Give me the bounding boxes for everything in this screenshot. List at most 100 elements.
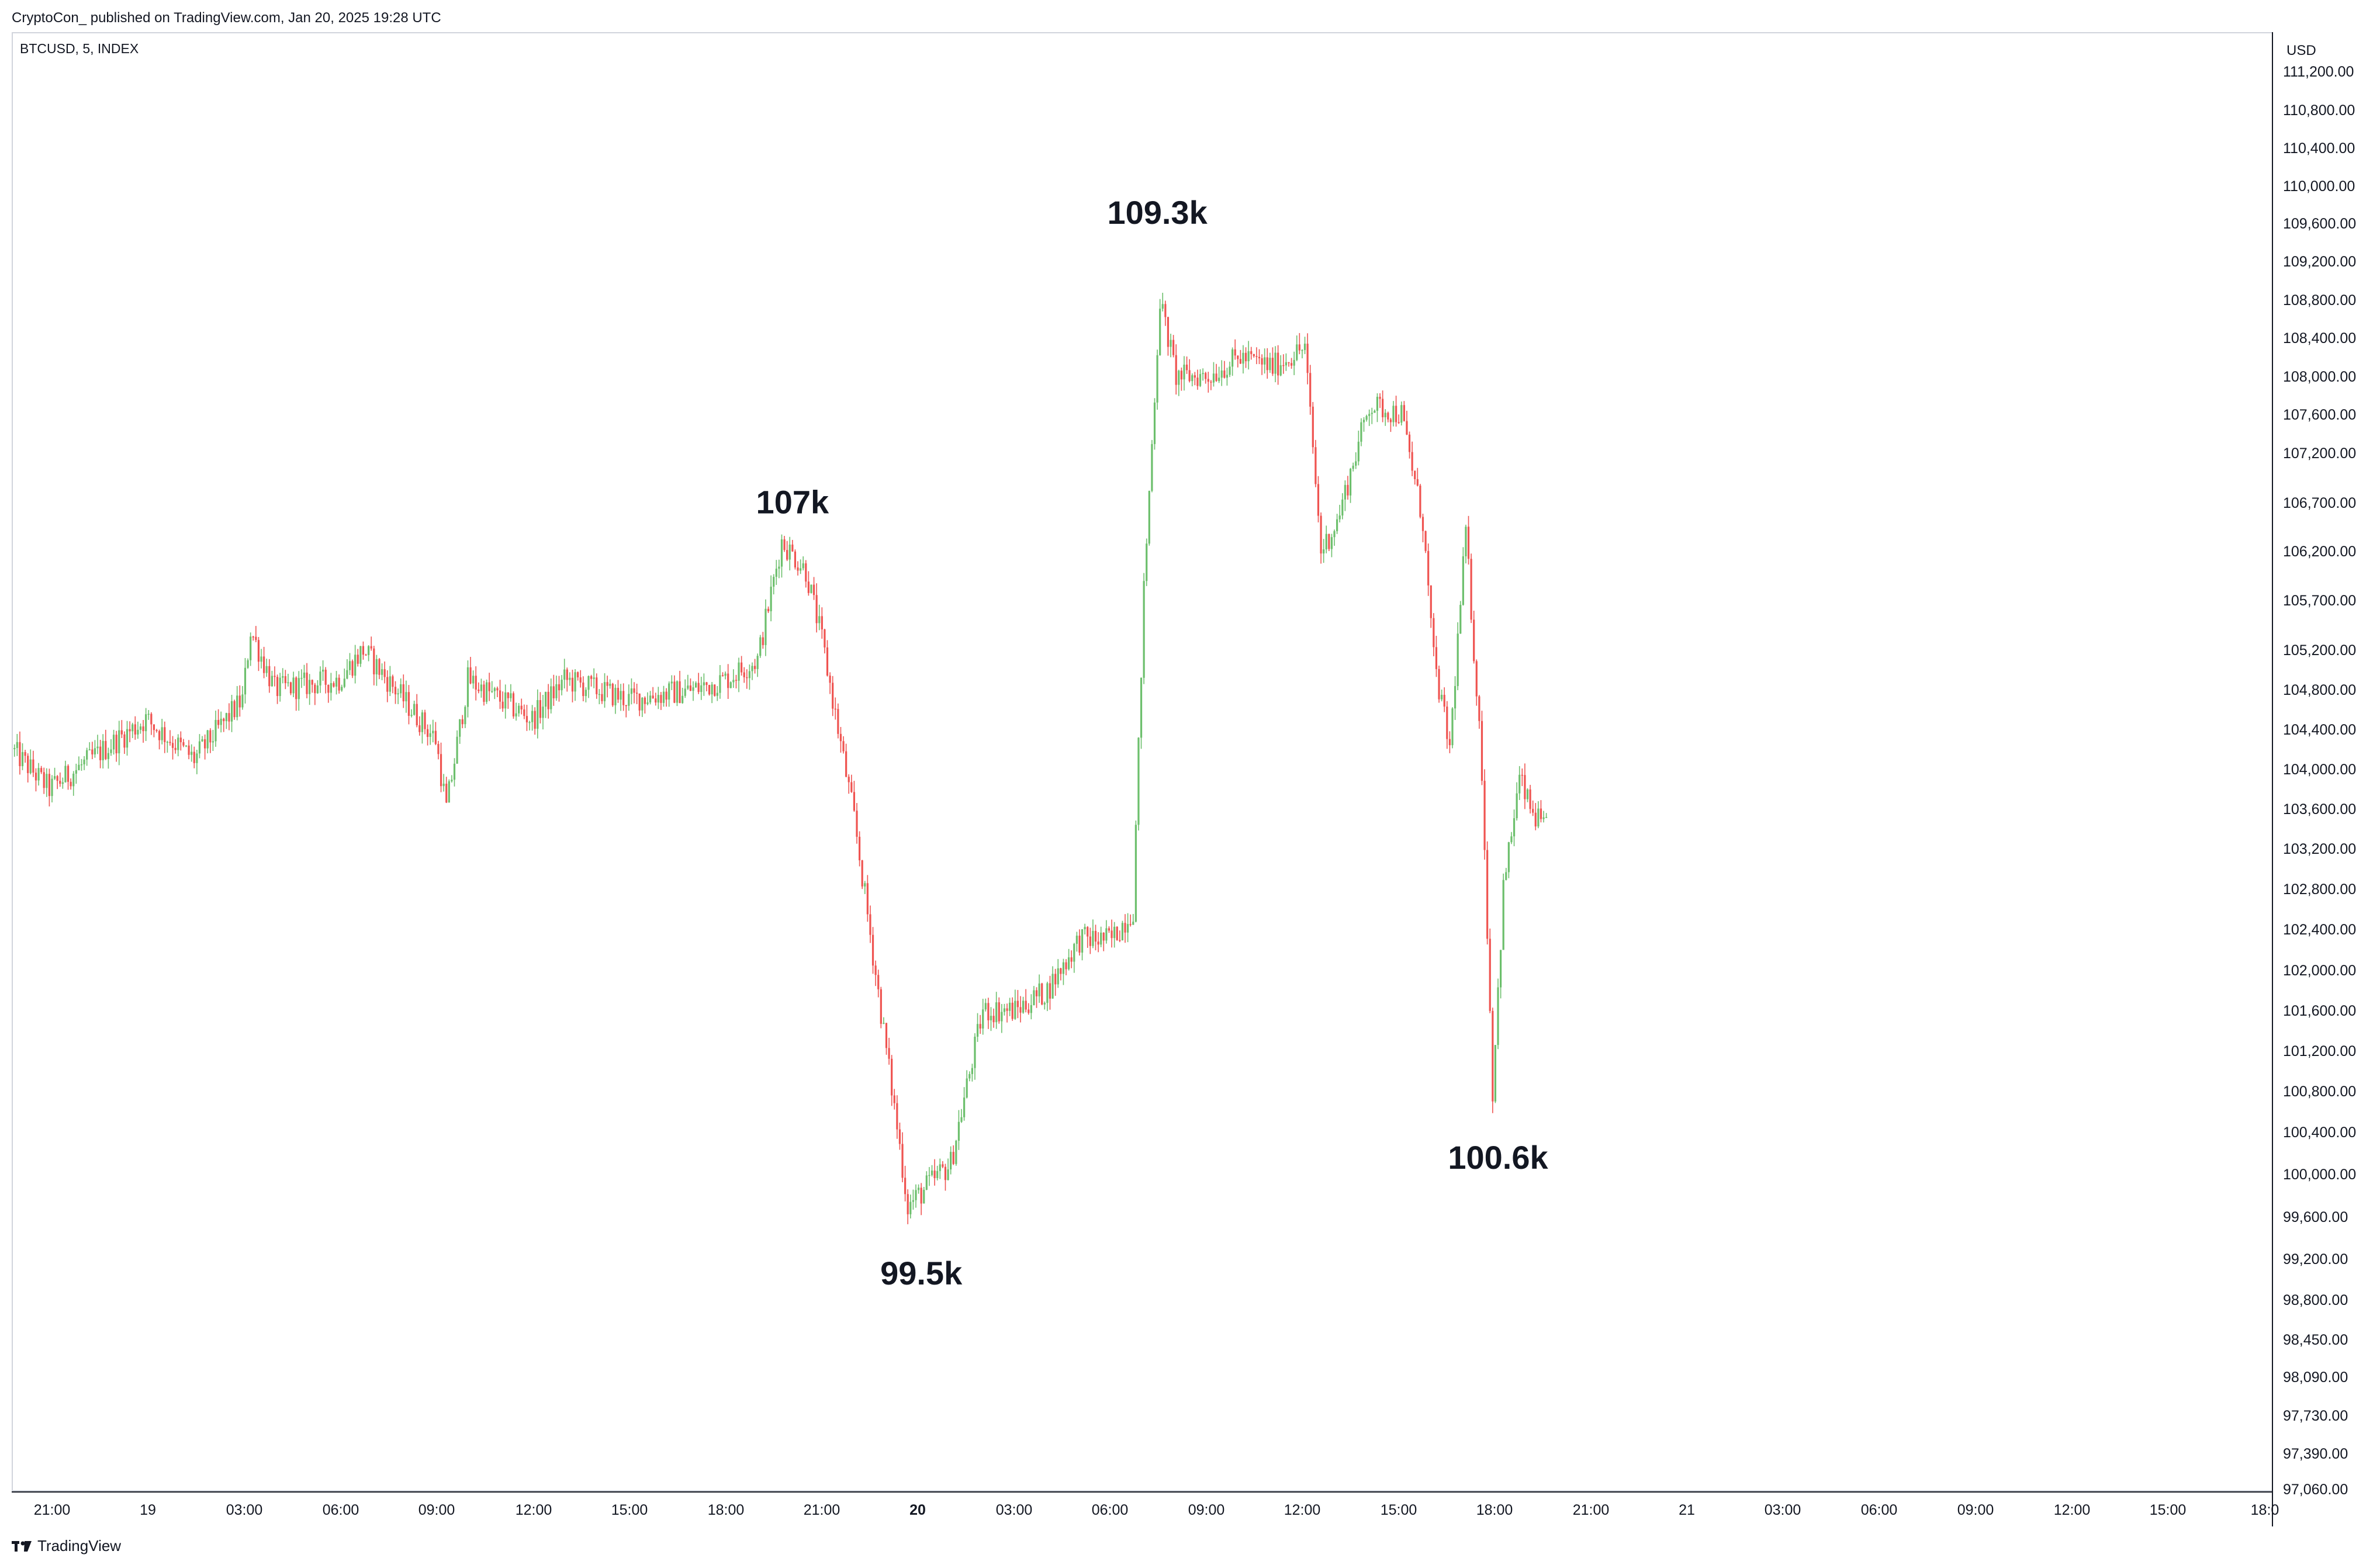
candle-body bbox=[459, 719, 461, 737]
candle-body bbox=[525, 716, 528, 723]
candle-body bbox=[1226, 375, 1229, 378]
candles-layer bbox=[13, 292, 1548, 1224]
candle-body bbox=[209, 730, 212, 743]
candle-body bbox=[1196, 378, 1199, 386]
candle-body bbox=[1126, 924, 1129, 933]
candle-body bbox=[1057, 968, 1059, 985]
candle-body bbox=[107, 753, 109, 759]
candle-body bbox=[528, 722, 531, 723]
candle-body bbox=[324, 669, 327, 685]
candle-body bbox=[1395, 406, 1397, 423]
candle-body bbox=[880, 989, 882, 1024]
candle-body bbox=[735, 680, 738, 681]
candle-body bbox=[1062, 962, 1065, 974]
candle-body bbox=[1338, 515, 1341, 520]
candle-body bbox=[944, 1166, 947, 1180]
candle-body bbox=[847, 777, 850, 782]
candle-body bbox=[998, 1002, 1000, 1022]
candle-body bbox=[126, 729, 129, 748]
candle-body bbox=[518, 705, 520, 714]
candle-body bbox=[137, 729, 139, 735]
candle-body bbox=[1459, 605, 1462, 634]
candle-body bbox=[64, 766, 67, 782]
candle-body bbox=[1537, 808, 1540, 827]
footer-brand[interactable]: TradingView bbox=[12, 1537, 121, 1555]
candle-body bbox=[1051, 974, 1054, 999]
candle-body bbox=[665, 691, 667, 700]
candle-body bbox=[898, 1129, 901, 1144]
candle-body bbox=[601, 694, 603, 701]
candle-body bbox=[1143, 581, 1145, 678]
candle-body bbox=[268, 666, 271, 687]
candle-body bbox=[544, 691, 547, 707]
candle-body bbox=[1489, 939, 1491, 1011]
time-tick-label: 19 bbox=[140, 1502, 156, 1518]
candle-body bbox=[94, 748, 96, 754]
candle-body bbox=[37, 768, 40, 781]
candle-body bbox=[1414, 470, 1416, 479]
candle-body bbox=[741, 662, 743, 673]
candle-body bbox=[982, 1009, 984, 1029]
candle-body bbox=[676, 681, 679, 703]
candle-body bbox=[1092, 930, 1094, 946]
candle-body bbox=[1376, 397, 1379, 411]
candle-body bbox=[700, 685, 703, 693]
candle-body bbox=[343, 678, 345, 687]
candle-body bbox=[687, 685, 689, 689]
candle-body bbox=[1473, 619, 1475, 662]
candle-body bbox=[577, 672, 579, 678]
candle-body bbox=[1416, 479, 1419, 486]
candle-body bbox=[1382, 399, 1384, 417]
time-tick-label: 09:00 bbox=[1957, 1502, 1994, 1518]
time-tick-label: 12:00 bbox=[516, 1502, 552, 1518]
candle-body bbox=[510, 693, 512, 698]
candle-body bbox=[59, 781, 61, 784]
candle-body bbox=[974, 1036, 976, 1068]
candle-body bbox=[1156, 355, 1158, 403]
candle-body bbox=[368, 646, 370, 655]
candle-body bbox=[1266, 357, 1268, 371]
candle-body bbox=[1191, 375, 1194, 382]
candle-body bbox=[1100, 932, 1102, 945]
candle-body bbox=[440, 754, 442, 787]
candle-body bbox=[1507, 842, 1510, 872]
candle-body bbox=[1360, 422, 1362, 442]
candle-body bbox=[276, 677, 279, 697]
candle-body bbox=[153, 724, 155, 730]
candle-body bbox=[96, 746, 99, 749]
candle-body bbox=[858, 836, 861, 861]
candle-body bbox=[1518, 774, 1521, 794]
candle-body bbox=[260, 656, 262, 662]
candle-body bbox=[427, 729, 429, 737]
candle-body bbox=[501, 701, 504, 709]
candle-body bbox=[284, 676, 286, 683]
candle-body bbox=[812, 584, 815, 595]
candle-body bbox=[1231, 349, 1234, 367]
candle-body bbox=[206, 730, 209, 749]
price-tick-label: 98,450.00 bbox=[2283, 1332, 2348, 1348]
candle-body bbox=[241, 694, 244, 708]
candle-body bbox=[695, 683, 697, 688]
price-tick-label: 101,600.00 bbox=[2283, 1003, 2356, 1019]
candle-body bbox=[1510, 836, 1513, 843]
candle-body bbox=[1234, 349, 1236, 356]
candle-body bbox=[1242, 352, 1244, 364]
candle-body bbox=[1269, 358, 1271, 371]
price-tick-label: 111,200.00 bbox=[2283, 64, 2354, 80]
candle-body bbox=[250, 636, 252, 660]
candle-body bbox=[483, 684, 485, 702]
candle-body bbox=[1309, 373, 1312, 407]
candle-body bbox=[1202, 373, 1204, 375]
candle-body bbox=[21, 752, 24, 767]
candle-body bbox=[1336, 519, 1338, 531]
candle-body bbox=[1035, 990, 1038, 996]
price-tick-label: 97,390.00 bbox=[2283, 1446, 2348, 1462]
candle-body bbox=[1097, 941, 1099, 945]
time-tick-label: 06:00 bbox=[1092, 1502, 1129, 1518]
candle-body bbox=[300, 677, 303, 679]
candle-body bbox=[493, 688, 496, 691]
candle-body bbox=[797, 567, 799, 571]
currency-label: USD bbox=[2286, 43, 2316, 58]
candle-body bbox=[984, 1003, 987, 1010]
